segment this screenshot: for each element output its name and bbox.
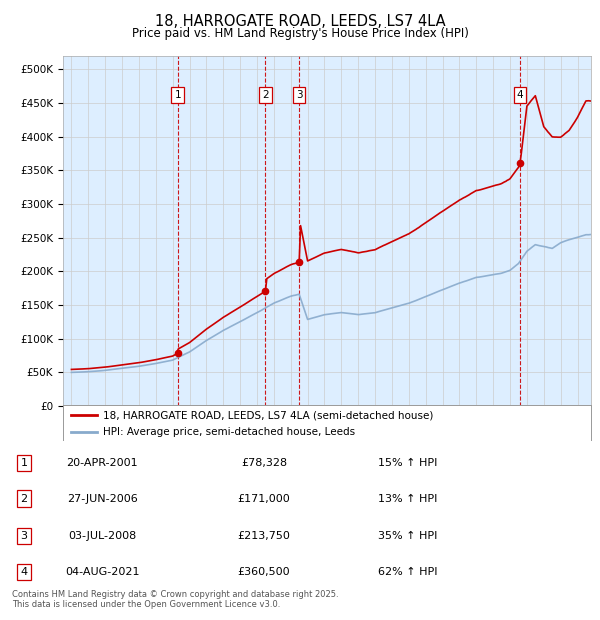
- Text: 13% ↑ HPI: 13% ↑ HPI: [379, 494, 437, 503]
- Text: £360,500: £360,500: [238, 567, 290, 577]
- Text: Price paid vs. HM Land Registry's House Price Index (HPI): Price paid vs. HM Land Registry's House …: [131, 27, 469, 40]
- Text: 15% ↑ HPI: 15% ↑ HPI: [379, 458, 437, 468]
- Text: 35% ↑ HPI: 35% ↑ HPI: [379, 531, 437, 541]
- Text: 62% ↑ HPI: 62% ↑ HPI: [378, 567, 438, 577]
- Text: Contains HM Land Registry data © Crown copyright and database right 2025.
This d: Contains HM Land Registry data © Crown c…: [12, 590, 338, 609]
- Text: 20-APR-2001: 20-APR-2001: [66, 458, 138, 468]
- Text: 1: 1: [20, 458, 28, 468]
- Text: £213,750: £213,750: [238, 531, 290, 541]
- Text: 4: 4: [517, 90, 523, 100]
- Text: 3: 3: [296, 90, 302, 100]
- Text: 03-JUL-2008: 03-JUL-2008: [68, 531, 136, 541]
- Text: 18, HARROGATE ROAD, LEEDS, LS7 4LA (semi-detached house): 18, HARROGATE ROAD, LEEDS, LS7 4LA (semi…: [103, 410, 433, 420]
- Text: 27-JUN-2006: 27-JUN-2006: [67, 494, 137, 503]
- Text: £78,328: £78,328: [241, 458, 287, 468]
- Text: 04-AUG-2021: 04-AUG-2021: [65, 567, 139, 577]
- Text: 2: 2: [262, 90, 269, 100]
- Text: 4: 4: [20, 567, 28, 577]
- Text: 18, HARROGATE ROAD, LEEDS, LS7 4LA: 18, HARROGATE ROAD, LEEDS, LS7 4LA: [155, 14, 445, 29]
- Text: £171,000: £171,000: [238, 494, 290, 503]
- Text: 2: 2: [20, 494, 28, 503]
- Text: 1: 1: [175, 90, 181, 100]
- Text: HPI: Average price, semi-detached house, Leeds: HPI: Average price, semi-detached house,…: [103, 427, 355, 436]
- Text: 3: 3: [20, 531, 28, 541]
